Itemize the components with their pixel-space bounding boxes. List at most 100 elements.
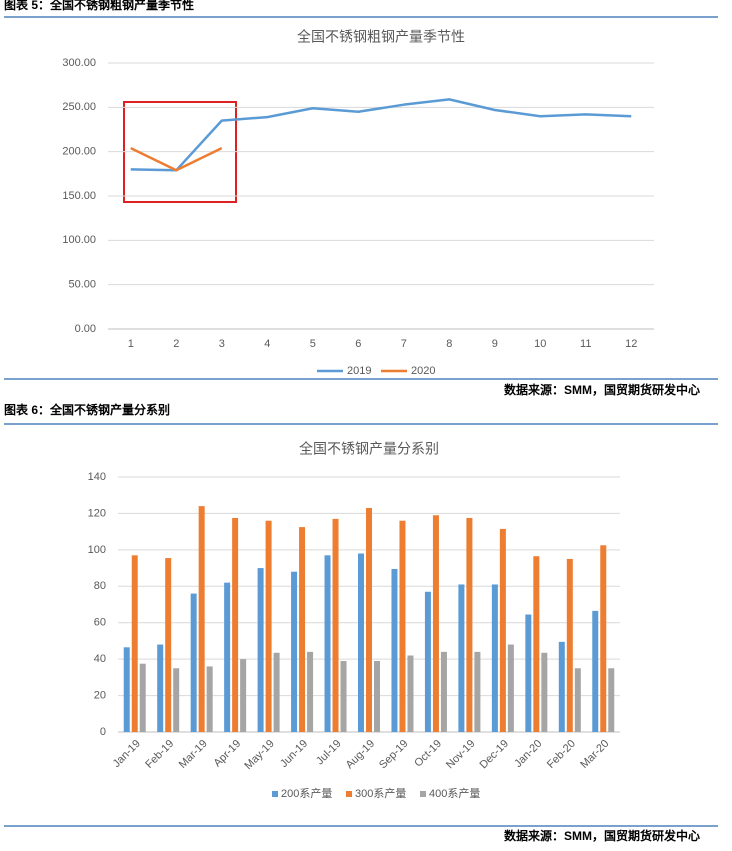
bar: [232, 517, 239, 732]
chart-title: 全国不锈钢粗钢产量季节性: [297, 29, 465, 45]
bar: [307, 651, 314, 732]
bar: [265, 520, 272, 732]
bar: [592, 610, 599, 732]
bar: [407, 655, 414, 732]
x-tick-label: Jan-20: [512, 738, 544, 770]
bar: [440, 651, 447, 732]
bar: [491, 584, 498, 732]
x-tick-label: 8: [446, 338, 452, 350]
x-tick-label: 3: [219, 338, 225, 350]
bar: [558, 641, 565, 732]
bar: [224, 582, 231, 732]
bar: [458, 584, 465, 732]
x-tick-label: 1: [128, 338, 134, 350]
bar: [399, 520, 406, 732]
x-tick-label: Jun-19: [278, 738, 310, 770]
bar: [173, 668, 180, 732]
bar: [165, 558, 172, 732]
bar: [466, 517, 473, 732]
x-tick-label: Mar-20: [578, 738, 611, 771]
bar: [190, 593, 197, 732]
x-tick-label: Aug-19: [344, 738, 378, 772]
y-tick-label: 0: [100, 726, 106, 738]
y-tick-label: 60: [94, 617, 106, 629]
figure-caption: 图表 6：全国不锈钢产量分系别: [4, 402, 170, 417]
x-tick-label: Oct-19: [412, 738, 444, 770]
x-tick-label: Jan-19: [111, 738, 143, 770]
x-tick-label: Nov-19: [444, 738, 478, 772]
bar: [157, 644, 164, 732]
bar: [299, 527, 306, 732]
x-tick-label: Mar-19: [177, 738, 210, 771]
bar: [600, 545, 607, 732]
bar: [608, 668, 615, 732]
y-tick-label: 200.00: [62, 146, 96, 158]
y-tick-label: 40: [94, 653, 106, 665]
bar: [206, 666, 213, 732]
source-note: 数据来源：SMM，国贸期货研发中心: [504, 382, 700, 397]
x-tick-label: 7: [401, 338, 407, 350]
x-tick-label: 12: [625, 338, 637, 350]
bar: [340, 660, 347, 732]
line-series: [130, 146, 223, 172]
x-tick-label: 9: [492, 338, 498, 350]
legend-label: 200系产量: [281, 786, 332, 800]
bar: [198, 506, 205, 732]
source-note: 数据来源：SMM，国贸期货研发中心: [504, 828, 700, 843]
bar: [566, 558, 573, 732]
x-tick-label: May-19: [242, 738, 276, 772]
bar: [324, 555, 331, 732]
y-tick-label: 150.00: [62, 190, 96, 202]
y-tick-label: 80: [94, 580, 106, 592]
x-tick-label: Apr-19: [211, 738, 243, 770]
bar: [541, 652, 548, 732]
legend-swatch: [272, 791, 278, 797]
bar: [240, 659, 247, 732]
x-tick-label: 10: [534, 338, 546, 350]
bar: [499, 528, 506, 732]
y-tick-label: 140: [88, 471, 106, 483]
legend-label: 300系产量: [355, 786, 406, 800]
y-tick-label: 0.00: [75, 323, 96, 335]
x-tick-label: Feb-20: [545, 738, 578, 771]
y-tick-label: 250.00: [62, 101, 96, 113]
bar: [424, 591, 431, 732]
x-tick-label: 6: [355, 338, 361, 350]
bar: [432, 515, 439, 732]
x-tick-label: Sep-19: [377, 738, 411, 772]
figure-caption: 图表 5：全国不锈钢粗钢产量季节性: [4, 0, 194, 12]
bar: [291, 571, 298, 732]
bar: [374, 660, 380, 732]
legend-swatch: [420, 791, 426, 797]
x-tick-label: 2: [173, 338, 179, 350]
x-tick-label: 4: [264, 338, 270, 350]
y-tick-label: 20: [94, 689, 106, 701]
bar: [474, 651, 481, 732]
bar: [273, 652, 280, 732]
legend-label: 2020: [411, 365, 435, 377]
y-tick-label: 50.00: [68, 279, 96, 291]
bar: [391, 568, 398, 732]
bar: [525, 614, 532, 732]
x-tick-label: Jul-19: [314, 738, 344, 768]
x-tick-label: Dec-19: [477, 738, 511, 772]
legend-label: 2019: [347, 365, 371, 377]
x-tick-label: 5: [310, 338, 316, 350]
legend-swatch: [346, 791, 352, 797]
y-tick-label: 100.00: [62, 234, 96, 246]
bar: [507, 644, 514, 732]
bar: [332, 518, 339, 732]
bar: [131, 555, 138, 732]
x-tick-label: Feb-19: [143, 738, 176, 771]
y-tick-label: 100: [88, 544, 106, 556]
bar: [123, 647, 130, 732]
chart-title: 全国不锈钢产量分系别: [299, 441, 439, 457]
bar: [366, 507, 372, 732]
bar: [358, 553, 364, 732]
bar: [257, 568, 264, 732]
y-tick-label: 120: [88, 507, 106, 519]
bar: [139, 663, 146, 732]
line-series: [130, 98, 632, 172]
